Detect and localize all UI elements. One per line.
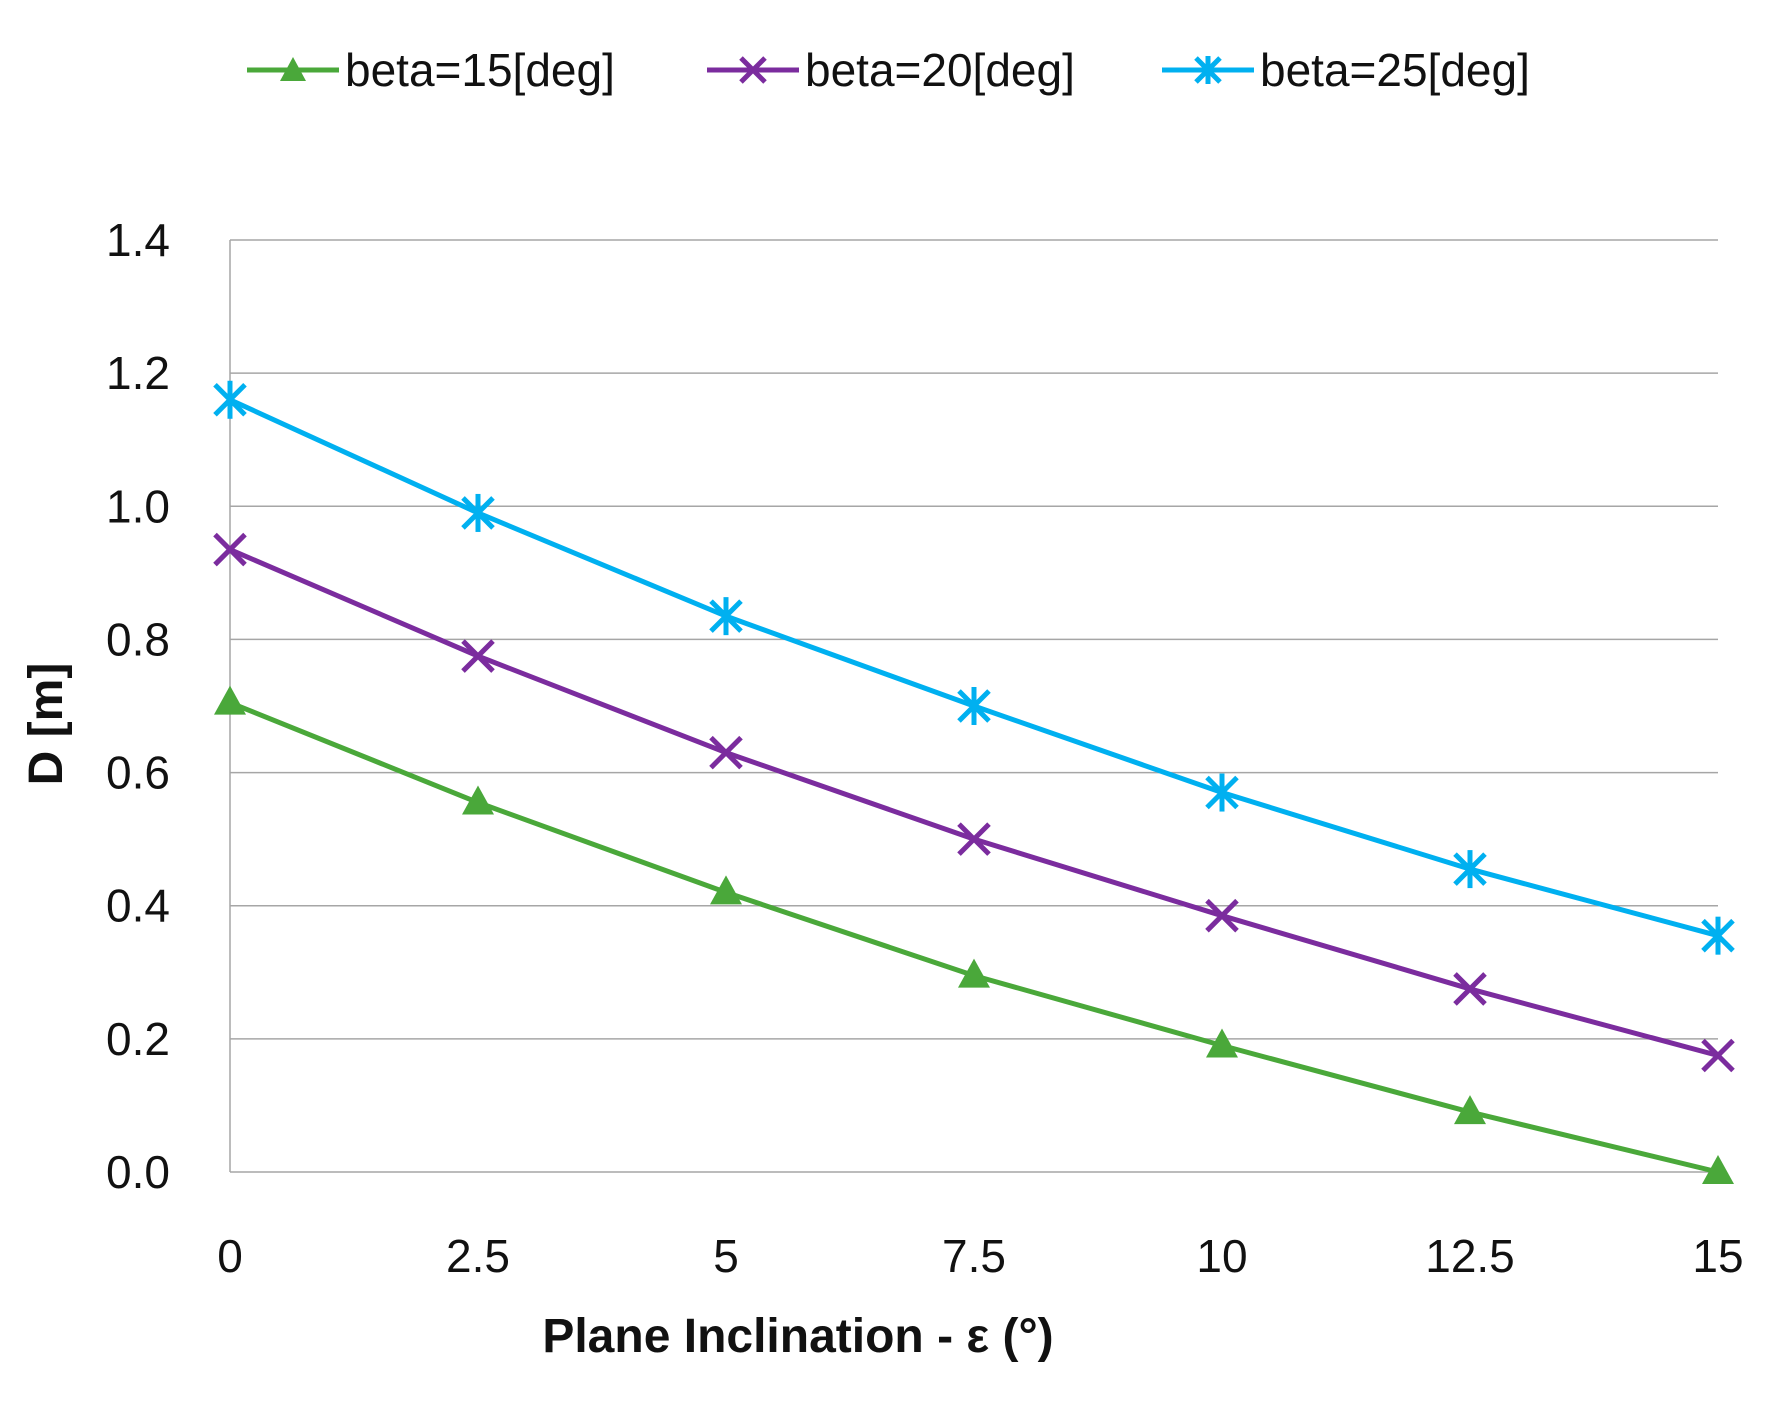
x-tick-label: 10	[1196, 1230, 1247, 1282]
legend-label-beta-20: beta=20[deg]	[805, 44, 1075, 96]
data-point[interactable]	[957, 822, 991, 856]
legend-item-beta-15[interactable]: beta=15[deg]	[245, 30, 615, 110]
x-marker-icon	[739, 56, 767, 84]
y-axis-title: D [m]	[20, 663, 73, 786]
x-tick-label: 0	[217, 1230, 243, 1282]
data-point[interactable]	[1206, 1028, 1238, 1058]
series-0	[214, 685, 1734, 1184]
legend-label-beta-15: beta=15[deg]	[345, 44, 615, 96]
star-marker-icon	[1194, 56, 1222, 84]
x-tick-label: 5	[713, 1230, 739, 1282]
data-point[interactable]	[709, 735, 743, 770]
y-tick-label: 1.4	[106, 214, 170, 266]
data-point[interactable]	[1453, 850, 1487, 889]
y-tick-labels: 0.0 0.2 0.4 0.6 0.8 1.0 1.2 1.4	[106, 214, 170, 1198]
triangle-marker-icon	[280, 57, 306, 81]
data-point[interactable]	[1701, 916, 1735, 955]
data-point[interactable]	[957, 687, 991, 725]
x-axis-title: Plane Inclination - ε (°)	[542, 1310, 1053, 1363]
data-point[interactable]	[1702, 1155, 1734, 1184]
legend-swatch-beta-25	[1162, 56, 1254, 84]
data-point[interactable]	[1453, 972, 1487, 1006]
data-point[interactable]	[461, 493, 495, 532]
y-tick-label: 0.0	[106, 1146, 170, 1198]
y-tick-label: 1.0	[106, 480, 170, 532]
series-layer	[213, 380, 1735, 1184]
legend-item-beta-25[interactable]: beta=25[deg]	[1160, 30, 1530, 110]
data-point[interactable]	[710, 875, 742, 905]
series-2	[213, 380, 1735, 955]
y-tick-label: 0.2	[106, 1013, 170, 1065]
data-point[interactable]	[1454, 1095, 1486, 1125]
data-point[interactable]	[1701, 1038, 1735, 1073]
x-tick-label: 12.5	[1425, 1230, 1515, 1282]
legend-swatch-beta-15	[247, 57, 339, 81]
y-tick-label: 0.8	[106, 613, 170, 665]
data-point[interactable]	[461, 639, 495, 673]
y-tick-label: 0.6	[106, 747, 170, 799]
series-1	[213, 532, 1735, 1073]
legend-item-beta-20[interactable]: beta=20[deg]	[705, 30, 1075, 110]
legend-swatch-beta-20	[707, 56, 799, 84]
data-point[interactable]	[1205, 898, 1239, 933]
x-tick-label: 15	[1692, 1230, 1743, 1282]
data-point[interactable]	[214, 685, 246, 715]
data-point[interactable]	[1205, 773, 1239, 812]
x-tick-labels: 0 2.5 5 7.5 10 12.5 15	[217, 1230, 1743, 1282]
data-point[interactable]	[709, 597, 743, 636]
data-point[interactable]	[462, 785, 494, 815]
legend-label-beta-25: beta=25[deg]	[1260, 44, 1530, 96]
series-line	[228, 397, 1719, 939]
x-tick-label: 7.5	[942, 1230, 1006, 1282]
y-tick-label: 1.2	[106, 347, 170, 399]
data-point[interactable]	[213, 532, 247, 567]
data-point[interactable]	[213, 380, 247, 419]
data-point[interactable]	[958, 958, 990, 988]
x-tick-label: 2.5	[446, 1230, 510, 1282]
y-tick-label: 0.4	[106, 880, 170, 932]
